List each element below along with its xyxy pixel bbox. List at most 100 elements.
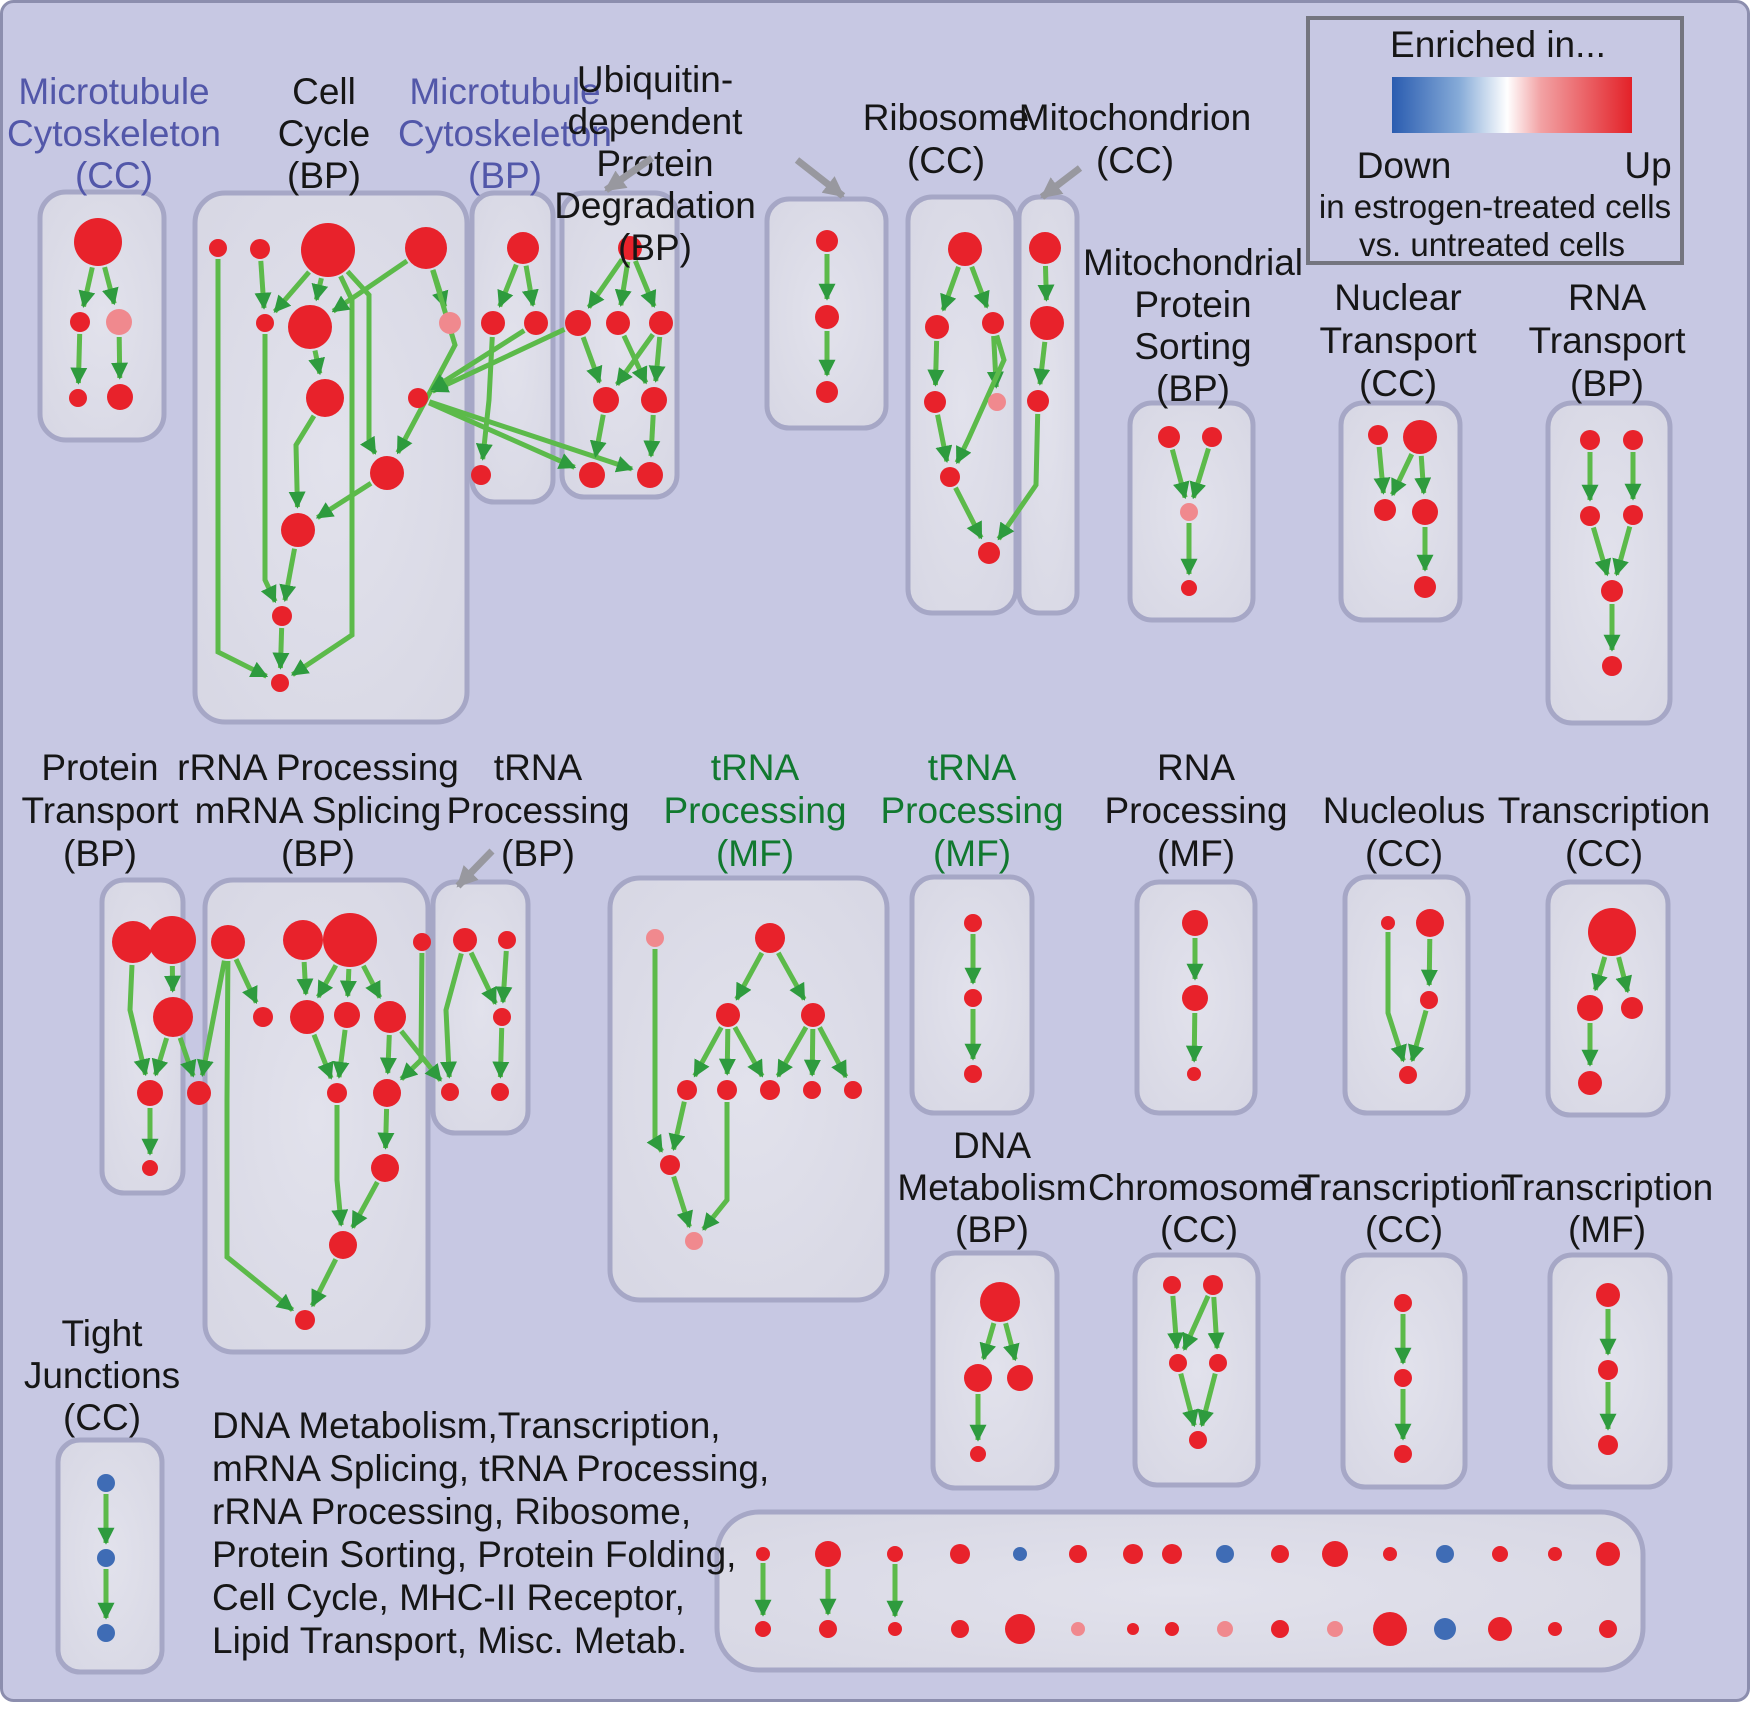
go-term-node-U4 [649,311,673,335]
go-term-node-Z4 [801,1003,825,1027]
go-term-node-Z11 [685,1232,703,1250]
go-term-node-X5 [253,1007,273,1027]
cluster-box-chromosome [1132,1252,1261,1488]
go-term-node-L16b [1599,1620,1617,1638]
go-term-node-R1 [948,232,982,266]
edge-T1-T2 [1037,265,1055,302]
edge-Z4-Z8 [803,1028,821,1077]
edge-E2-E4 [1207,1296,1225,1350]
go-term-node-L12t [1383,1547,1397,1561]
edge-N3-N4 [1407,1009,1429,1063]
go-term-node-K4 [1578,1071,1602,1095]
edge-X12-X13 [310,1258,338,1308]
go-term-node-S4 [1623,505,1643,525]
cluster-box-dnametab [930,1250,1060,1491]
cluster-label-microtubule-cytoskeleton-cc: Microtubule Cytoskeleton (CC) [7,71,221,196]
go-term-node-L14b [1488,1617,1512,1641]
go-term-node-M3 [524,311,548,335]
legend-up-label: Up [1624,145,1671,186]
go-term-node-L15t [1548,1547,1562,1561]
go-term-node-C4 [405,227,447,269]
go-term-node-K1 [1588,908,1636,956]
edge-W3-W5 [177,1037,197,1078]
go-term-node-L1t [756,1547,770,1561]
go-term-node-S2 [1623,430,1643,450]
cluster-box-misc [714,1509,1646,1673]
edge-X8-Y4 [399,1029,443,1082]
go-term-node-P2 [1202,427,1222,447]
go-term-node-L3b [888,1622,902,1636]
go-term-node-U7 [579,462,605,488]
edge-Y3-Y5 [492,1027,510,1079]
edge-Z2-Z4 [776,951,807,1001]
edge-R6-R7 [953,486,984,540]
go-term-node-A1 [74,218,122,266]
edge-T3-R7 [996,413,1041,541]
arrow-to-ubiquitin-box-2 [794,157,846,199]
go-term-node-V1 [816,230,838,252]
go-term-node-L8t [1162,1544,1182,1564]
go-term-node-Z2 [755,923,785,953]
go-term-node-X12 [329,1231,357,1259]
go-term-node-X7 [334,1002,360,1028]
edge-E3-E5 [1178,1373,1199,1428]
go-term-node-P3 [1180,503,1198,521]
go-term-node-L14t [1492,1546,1508,1562]
cluster-label-nuclear-transport-cc: Nuclear Transport (CC) [1320,277,1478,404]
go-term-node-L6t [1069,1545,1087,1563]
cluster-label-trna-processing-bp: tRNA Processing (BP) [446,747,629,874]
go-term-node-H2 [1182,985,1208,1011]
go-term-node-K3 [1621,997,1643,1019]
go-term-node-T1 [1029,232,1061,264]
edge-Z4-Z7 [775,1025,809,1078]
go-term-node-X13 [295,1310,315,1330]
edge-C3-C5 [272,270,311,314]
edge-Y2-Y3 [495,950,513,1004]
edge-Z1-Z10 [646,949,664,1153]
edge-H2-H3 [1185,1012,1203,1063]
go-term-node-M2 [481,311,505,335]
edge-D1-D2 [979,1322,997,1361]
go-term-node-C8 [306,379,344,417]
edge-W3-W4 [151,1037,170,1077]
edge-U6-U8 [643,414,661,458]
go-term-node-C3 [301,223,355,277]
go-term-node-E1 [1163,1276,1181,1294]
go-term-node-F2 [1394,1369,1412,1387]
go-term-node-N2 [1416,909,1444,937]
go-term-node-V3 [816,381,838,403]
go-term-node-Y1 [453,928,477,952]
go-term-node-M4 [471,465,491,485]
go-term-node-X3 [323,913,377,967]
edge-C10-C11 [315,481,373,520]
edge-X7-X9 [332,1029,350,1079]
edge-X2-X6 [296,961,314,996]
edge-X3-X8 [361,964,383,999]
go-term-node-L7t [1123,1544,1143,1564]
go-term-node-L8b [1165,1622,1179,1636]
go-term-node-L16t [1596,1542,1620,1566]
go-term-node-W3 [153,997,193,1037]
go-term-node-L3t [887,1546,903,1562]
go-term-node-M1 [507,232,539,264]
edge-U3-U6 [621,334,649,385]
go-term-node-Z3 [716,1003,740,1027]
edge-X3-X7 [339,968,357,998]
go-term-node-B3 [97,1624,115,1642]
go-term-node-S6 [1602,656,1622,676]
go-term-node-Y2 [498,931,516,949]
edge-Z6-Z11 [701,1102,730,1231]
cluster-label-rna-transport-bp: RNA Transport (BP) [1529,277,1687,404]
go-term-node-G1 [964,914,982,932]
edge-R3-R6 [954,334,1007,465]
cluster-label-mitochondrial-protein-sorting-bp: Mitochondrial Protein Sorting (BP) [1083,242,1303,409]
go-term-node-P1 [1158,426,1180,448]
edge-C3-C13 [291,275,355,677]
go-term-node-W6 [142,1160,158,1176]
edge-R1-R3 [969,265,990,309]
edge-C2-C5 [254,260,272,310]
edge-U2-C9 [430,327,566,394]
cluster-label-cell-cycle-bp: Cell Cycle (BP) [278,71,371,196]
go-term-node-Z9 [844,1081,862,1099]
